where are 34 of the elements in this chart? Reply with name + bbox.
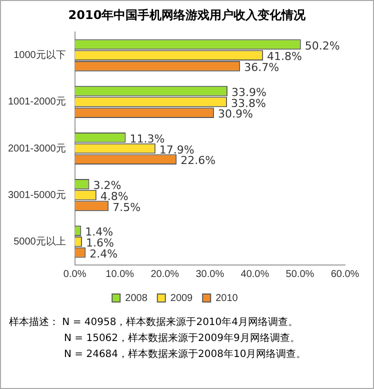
text: N = 24684，样本数据来源于2008年10月网络调查。 <box>63 348 308 362</box>
data-label: 1.6% <box>86 236 114 250</box>
text: 样本描述： N = 40958，样本数据来源于2010年4月网络调查。 <box>9 316 300 330</box>
x-tick-label: 50.0% <box>286 268 314 280</box>
x-tick-label: 0.0% <box>63 268 86 280</box>
data-label: 3.2% <box>93 179 122 192</box>
y-tick-label: 2001-3000元 <box>8 143 66 154</box>
data-label: 22.6% <box>180 154 216 168</box>
data-label: 30.9% <box>218 108 253 121</box>
data-label: 4.8% <box>100 190 128 203</box>
x-tick-label: 10.0% <box>106 268 134 280</box>
x-tick-label: 60.0% <box>330 268 360 280</box>
y-tick-label: 1000元以下 <box>14 49 66 62</box>
data-label: 2.4% <box>90 247 118 260</box>
chart-title: 2010年中国手机网络游戏用户收入变化情况 <box>67 7 307 23</box>
x-tick-label: 20.0% <box>150 268 180 280</box>
legend-label: 2010 <box>216 292 238 304</box>
x-tick-label: 30.0% <box>196 268 224 280</box>
legend-label: 2008 <box>125 292 148 304</box>
y-tick-label: 3001-5000元 <box>8 190 66 201</box>
data-label: 41.8% <box>267 50 302 64</box>
text: N = 15062，样本数据来源于2009年9月网络调查。 <box>63 332 301 346</box>
legend-label: 2009 <box>170 292 194 304</box>
data-label: 50.2% <box>304 39 340 52</box>
y-tick-label: 5000元以上 <box>14 235 66 248</box>
data-label: 36.7% <box>244 61 280 74</box>
y-tick-label: 1001-2000元 <box>8 96 66 108</box>
data-label: 33.9% <box>231 86 266 99</box>
data-label: 7.5% <box>112 200 141 214</box>
data-label: 17.9% <box>159 143 194 156</box>
data-label: 1.4% <box>85 226 114 239</box>
data-label: 33.8% <box>231 96 266 110</box>
data-label: 11.3% <box>130 132 165 146</box>
x-tick-label: 40.0% <box>240 268 270 280</box>
